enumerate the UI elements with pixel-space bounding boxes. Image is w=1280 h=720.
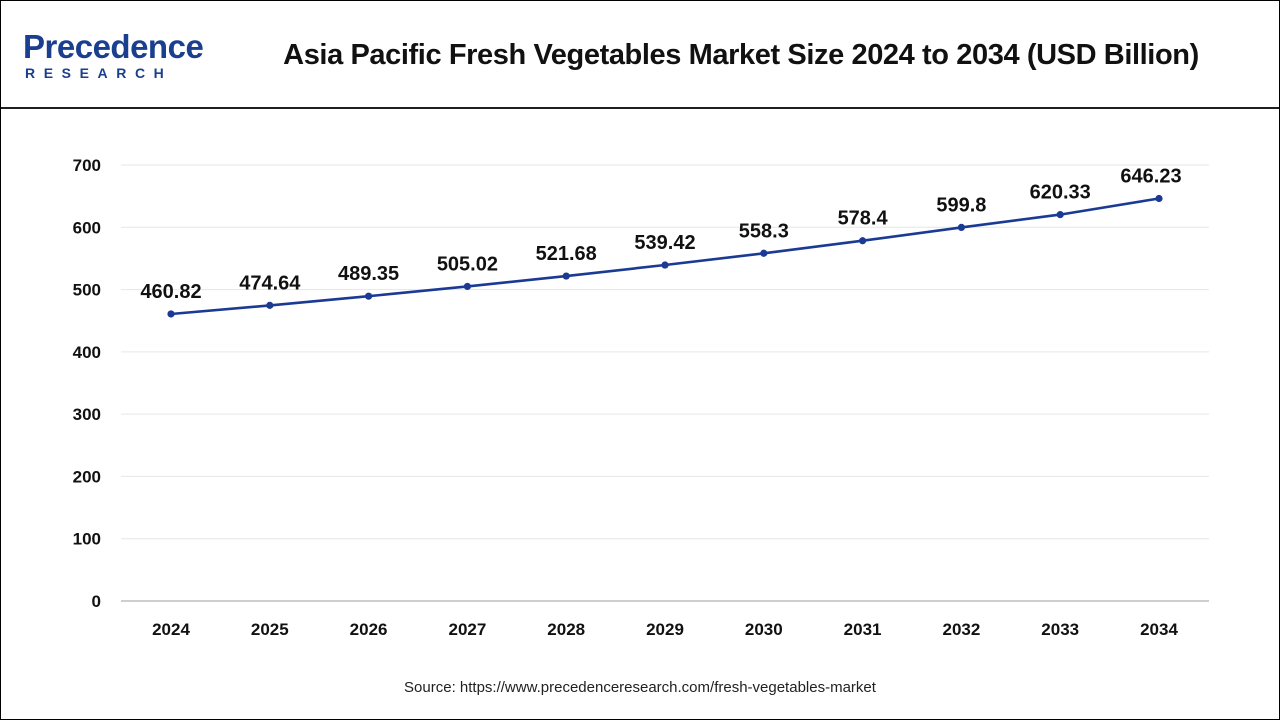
data-label: 646.23 bbox=[1120, 165, 1181, 187]
data-label: 460.82 bbox=[140, 281, 201, 303]
x-tick-label: 2027 bbox=[448, 620, 486, 639]
axes: 0 100 200 300 400 500 600 700 2024 2025 2026 2027 20… bbox=[73, 156, 1209, 639]
data-point bbox=[167, 310, 175, 318]
chart-title: Asia Pacific Fresh Vegetables Market Siz… bbox=[283, 39, 1199, 71]
x-tick-label: 2030 bbox=[745, 620, 783, 639]
y-tick-label: 600 bbox=[73, 218, 101, 237]
data-point bbox=[957, 223, 966, 232]
data-label: 505.02 bbox=[437, 253, 498, 275]
y-tick-label: 700 bbox=[73, 156, 101, 175]
data-label: 539.42 bbox=[634, 232, 695, 254]
x-tick-label: 2031 bbox=[844, 620, 882, 639]
data-point bbox=[859, 237, 867, 245]
data-label: 558.3 bbox=[739, 220, 789, 242]
x-tick-label: 2029 bbox=[646, 620, 684, 639]
data-label: 620.33 bbox=[1030, 182, 1091, 204]
x-tick-label: 2025 bbox=[251, 620, 289, 639]
data-label: 599.8 bbox=[936, 194, 986, 216]
y-tick-label: 100 bbox=[73, 530, 101, 549]
precedence-research-logo: Precedence RESEARCH bbox=[23, 29, 223, 85]
header: Precedence RESEARCH Asia Pacific Fresh V… bbox=[1, 1, 1279, 109]
source-note: Source: https://www.precedenceresearch.c… bbox=[404, 679, 876, 696]
data-label: 578.4 bbox=[838, 208, 889, 230]
line-chart: 0 100 200 300 400 500 600 700 2024 2025 2026 2027 20… bbox=[73, 156, 1209, 639]
data-point bbox=[463, 282, 471, 291]
logo-letter-p: P bbox=[23, 28, 45, 65]
y-tick-label: 200 bbox=[73, 467, 101, 486]
x-tick-label: 2033 bbox=[1041, 620, 1079, 639]
x-tick-label: 2024 bbox=[152, 620, 190, 639]
x-tick-label: 2026 bbox=[350, 620, 388, 639]
logo-wordmark: Precedence bbox=[23, 28, 204, 65]
data-label: 521.68 bbox=[536, 243, 597, 265]
x-tick-label: 2028 bbox=[547, 620, 585, 639]
logo-subtitle: RESEARCH bbox=[25, 65, 173, 81]
data-points bbox=[167, 194, 1163, 318]
data-label: 474.64 bbox=[239, 272, 301, 294]
logo-word: recedence bbox=[44, 28, 204, 65]
data-point bbox=[266, 301, 274, 309]
data-point bbox=[562, 272, 570, 280]
data-point bbox=[1056, 211, 1064, 219]
y-tick-label: 400 bbox=[73, 343, 101, 362]
y-tick-label: 300 bbox=[73, 405, 101, 424]
data-point bbox=[661, 261, 669, 269]
data-point bbox=[1155, 194, 1163, 203]
series-line bbox=[170, 197, 1160, 316]
data-point bbox=[365, 292, 373, 300]
data-label: 489.35 bbox=[338, 263, 399, 285]
gridlines bbox=[121, 164, 1209, 540]
series-line-layer bbox=[170, 197, 1160, 316]
x-tick-label: 2032 bbox=[942, 620, 980, 639]
y-tick-label: 500 bbox=[73, 281, 101, 300]
data-point bbox=[760, 249, 768, 257]
data-labels: 460.82 474.64 489.35 505.02 521.68 539.42 558.… bbox=[140, 165, 1181, 302]
y-tick-label: 0 bbox=[92, 592, 101, 611]
x-tick-label: 2034 bbox=[1140, 620, 1178, 639]
